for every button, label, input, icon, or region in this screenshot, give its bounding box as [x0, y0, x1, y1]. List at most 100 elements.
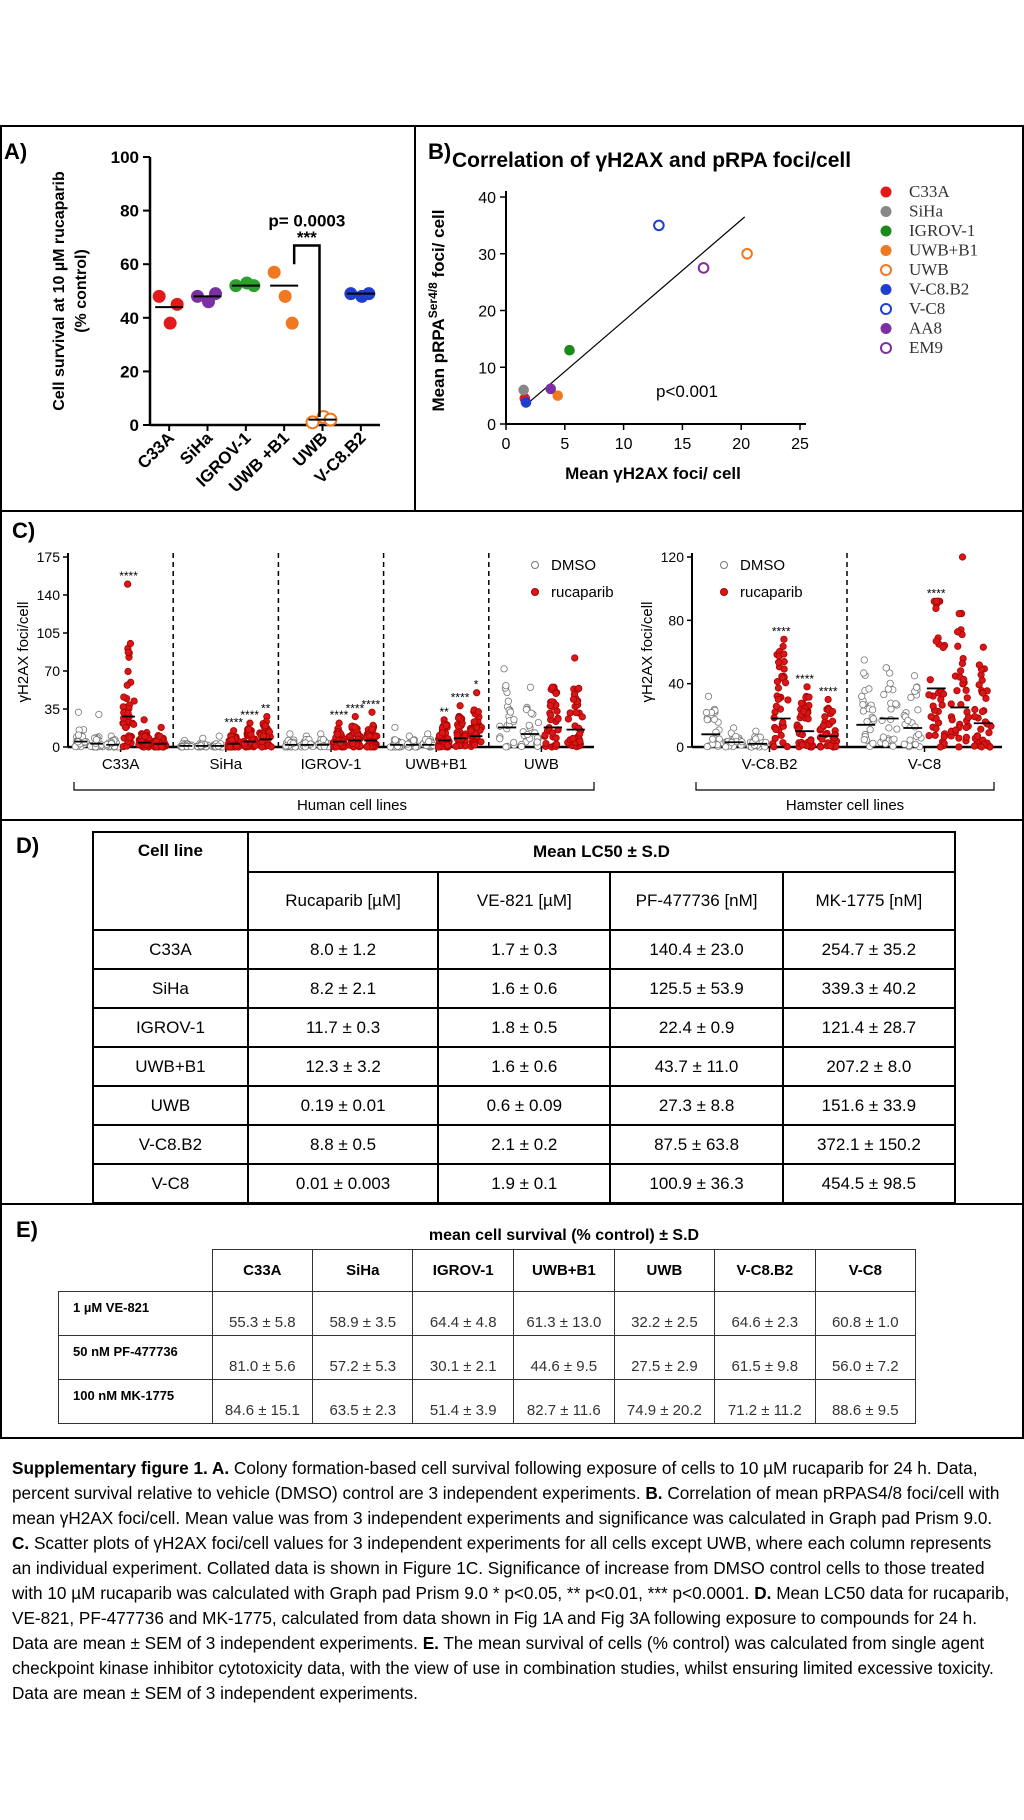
- data-point: [800, 707, 808, 715]
- data-point: [879, 733, 888, 741]
- data-point: [267, 265, 281, 279]
- caption-e-bold: E.: [422, 1633, 439, 1653]
- x-axis-label: Mean γH2AX foci/ cell: [565, 464, 741, 483]
- data-point: [409, 736, 418, 744]
- data-point: [454, 714, 463, 722]
- data-point: [517, 742, 526, 751]
- data-point: [152, 289, 166, 303]
- hamster-cell-lines-label: Hamster cell lines: [786, 797, 904, 814]
- legend-marker: [880, 245, 892, 256]
- x-tick-label: 15: [674, 436, 692, 453]
- data-point: [798, 731, 806, 739]
- y-tick-label: 40: [120, 309, 139, 328]
- data-point: [925, 732, 933, 740]
- survival-table: C33A SiHa IGROV-1 UWB+B1 UWB V-C8.B2 V-C…: [58, 1249, 917, 1424]
- table-row: UWB+B1 12.3 ± 3.2 1.6 ± 0.6 43.7 ± 11.0 207.…: [92, 1046, 957, 1087]
- table-cell: 63.5 ± 2.3: [312, 1379, 414, 1424]
- row-cellline: UWB: [92, 1085, 249, 1126]
- table-cell: 1.9 ± 0.1: [437, 1163, 612, 1204]
- data-point: [502, 682, 510, 690]
- panel-e: E) mean cell survival (% control) ± S.D …: [0, 1203, 1024, 1439]
- data-point: [546, 702, 554, 710]
- data-point: [520, 397, 532, 408]
- data-point: [952, 726, 960, 734]
- panel-a: A) 0 20 40 60 80 100 Cell survival at 10 µM ru…: [0, 125, 414, 512]
- y-tick-label: 40: [478, 190, 496, 207]
- data-point: [477, 738, 485, 746]
- data-point: [910, 672, 919, 680]
- x-tick-label: C33A: [134, 428, 178, 472]
- human-bracket: [73, 782, 595, 791]
- data-point: [470, 718, 478, 726]
- col-header: UWB+B1: [513, 1249, 615, 1292]
- data-point: [958, 553, 967, 561]
- significance-stars: ****: [119, 569, 138, 583]
- table-cell: 372.1 ± 150.2: [781, 1124, 957, 1165]
- data-point: [818, 735, 826, 743]
- data-point: [547, 711, 555, 719]
- data-point: [780, 635, 788, 643]
- data-point: [979, 643, 987, 651]
- legend-marker: [880, 284, 892, 295]
- y-tick-label: 80: [120, 202, 139, 221]
- data-point: [865, 685, 873, 693]
- legend-marker: [880, 323, 892, 334]
- y-tick-label: 20: [120, 362, 139, 381]
- col-header: PF-477736 [nM]: [609, 871, 784, 931]
- data-point: [955, 743, 963, 751]
- data-point: [914, 706, 922, 714]
- chart-title: Correlation of γH2AX and pRPA foci/cell: [452, 149, 851, 172]
- y-tick-label: 120: [661, 549, 685, 565]
- significance-stars: ****: [819, 685, 838, 699]
- table-cell: 8.2 ± 2.1: [246, 968, 440, 1009]
- significance-stars: **: [261, 702, 271, 716]
- data-point: [163, 316, 177, 330]
- cellline-header: Cell line: [92, 831, 249, 931]
- significance-stars: ****: [330, 708, 349, 722]
- data-point: [467, 727, 475, 735]
- data-point: [124, 580, 132, 588]
- data-point: [955, 610, 963, 618]
- data-point: [803, 683, 811, 691]
- row-cellline: V-C8: [92, 1163, 249, 1204]
- caption-b-bold: B.: [645, 1483, 663, 1503]
- data-point: [722, 743, 730, 751]
- legend-label: IGROV-1: [909, 221, 975, 240]
- x-tick-label: UWB: [524, 756, 559, 773]
- row-treatment: 100 nM MK-1775: [58, 1379, 213, 1424]
- col-header: V-C8.B2: [714, 1249, 816, 1292]
- data-point: [933, 597, 941, 605]
- data-point: [522, 706, 531, 714]
- panel-c: C) 0 35 70 105 140 175 γH2AX foci/cell C33A ****…: [0, 510, 1024, 821]
- data-point: [781, 679, 790, 687]
- data-point: [777, 731, 785, 739]
- caption-b-text: Correlation of mean pRPAS4/8 foci/cell w…: [12, 1483, 1000, 1528]
- data-point: [948, 716, 956, 724]
- data-point: [869, 706, 877, 714]
- legend-label: V-C8: [909, 299, 945, 318]
- data-point: [981, 718, 989, 726]
- data-point: [774, 695, 782, 703]
- legend-label-dmso: DMSO: [740, 557, 785, 574]
- data-point: [893, 725, 901, 733]
- panel-a-chart: 0 20 40 60 80 100 Cell survival at 10 µM rucap…: [51, 148, 380, 496]
- caption-c-text: Scatter plots of γH2AX foci/cell values …: [12, 1533, 992, 1603]
- data-point: [780, 650, 788, 658]
- table-cell: 27.3 ± 8.8: [609, 1085, 784, 1126]
- row-cellline: V-C8.B2: [92, 1124, 249, 1165]
- data-point: [886, 669, 894, 677]
- significance-stars: **: [439, 705, 449, 719]
- data-point: [124, 709, 132, 717]
- data-point: [703, 716, 711, 724]
- data-point: [860, 669, 868, 677]
- data-point: [496, 722, 504, 730]
- data-point: [545, 383, 556, 395]
- data-point: [798, 741, 807, 749]
- y-tick-label: 20: [478, 304, 496, 321]
- y-tick-label: 100: [111, 148, 139, 167]
- data-point: [126, 734, 134, 742]
- data-point: [209, 287, 222, 301]
- y-tick-label: 0: [676, 739, 684, 755]
- y-tick-label: 70: [44, 663, 60, 679]
- y-axis-label-part: foci/ cell: [429, 210, 448, 283]
